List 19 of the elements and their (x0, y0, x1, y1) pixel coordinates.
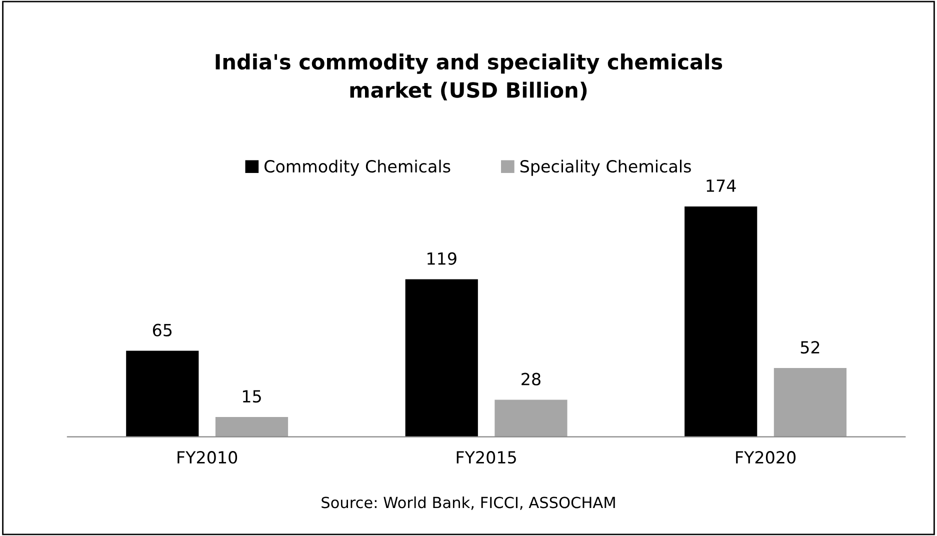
chart-title: India's commodity and speciality chemicals market (USD Billion) (216, 54, 722, 100)
data-label: 65 (152, 324, 172, 336)
source-note: Source: World Bank, FICCI, ASSOCHAM (322, 496, 615, 510)
bar (405, 279, 478, 437)
bar (126, 350, 199, 437)
data-label: 174 (706, 180, 736, 192)
data-label: 119 (428, 252, 456, 265)
data-label: 52 (800, 341, 820, 354)
data-label: 28 (522, 372, 540, 386)
legend-label: Commodity Chemicals (264, 160, 450, 176)
bar (215, 416, 288, 437)
legend-label: Speciality Chemicals (520, 160, 691, 176)
x-tick-label: FY2015 (456, 451, 516, 464)
bar (684, 206, 758, 437)
bar (494, 400, 568, 437)
x-tick-label: FY2010 (178, 451, 238, 464)
data-label: 15 (242, 390, 261, 403)
bar (774, 368, 847, 437)
x-tick-label: FY2020 (736, 451, 796, 464)
